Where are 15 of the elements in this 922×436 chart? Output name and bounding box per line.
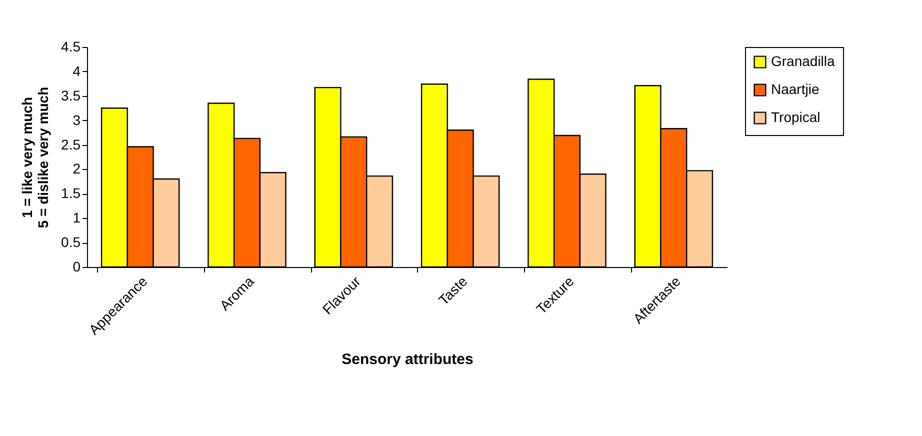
y-tick-label: 0.5 (61, 234, 81, 250)
y-tick-label: 1 (72, 210, 81, 226)
y-tick-label: 4 (72, 62, 81, 79)
legend-label: Tropical (771, 109, 820, 125)
x-axis-title: Sensory attributes (342, 350, 474, 368)
y-tick-label: 3.5 (61, 87, 81, 104)
y-axis-title: 1 = like very much 5 = dislike very much (19, 86, 52, 228)
y-tick-label: 3 (72, 112, 81, 128)
y-tick-label: 2.5 (61, 136, 81, 152)
y-tick-label: 1.5 (61, 185, 81, 202)
y-tick-label: 2 (72, 160, 81, 177)
y-tick-label: 4.5 (61, 38, 81, 54)
legend-label: Granadilla (771, 53, 836, 69)
legend-label: Naartjie (771, 81, 820, 97)
y-tick-label: 0 (72, 258, 81, 274)
